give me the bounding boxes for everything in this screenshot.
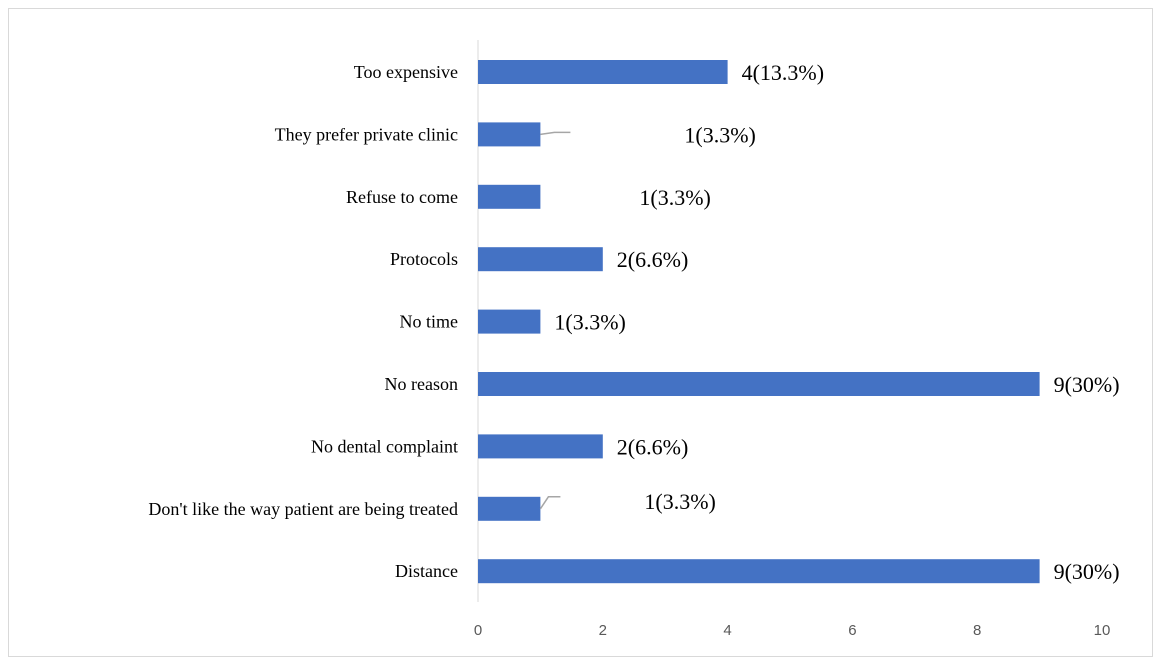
category-label: Distance bbox=[395, 561, 458, 581]
data-label: 1(3.3%) bbox=[554, 310, 625, 335]
data-label: 1(3.3%) bbox=[644, 489, 715, 514]
bar bbox=[478, 309, 541, 334]
data-label: 2(6.6%) bbox=[617, 434, 688, 459]
category-label: They prefer private clinic bbox=[275, 124, 458, 144]
x-tick-label: 10 bbox=[1094, 622, 1111, 639]
leader-line bbox=[540, 131, 571, 136]
bar bbox=[478, 247, 603, 272]
bar bbox=[478, 559, 1040, 584]
x-tick-label: 4 bbox=[723, 622, 731, 639]
category-label: No reason bbox=[385, 374, 458, 394]
chart-frame bbox=[8, 8, 1153, 657]
category-label: Don't like the way patient are being tre… bbox=[148, 499, 458, 519]
x-tick-label: 8 bbox=[973, 622, 981, 639]
category-label: Too expensive bbox=[354, 62, 458, 82]
data-label: 4(13.3%) bbox=[742, 60, 824, 85]
bar bbox=[478, 434, 603, 459]
bar bbox=[478, 372, 1040, 396]
category-label: Protocols bbox=[390, 249, 458, 269]
category-label: Refuse to come bbox=[346, 187, 458, 207]
x-tick-label: 0 bbox=[474, 622, 482, 639]
bar bbox=[478, 122, 541, 147]
category-label: No time bbox=[400, 312, 459, 332]
data-label: 1(3.3%) bbox=[684, 122, 755, 147]
data-label: 9(30%) bbox=[1054, 559, 1120, 584]
bar bbox=[478, 60, 728, 84]
bar bbox=[478, 496, 541, 521]
x-tick-label: 6 bbox=[848, 622, 856, 639]
data-label: 2(6.6%) bbox=[617, 247, 688, 272]
leader-line bbox=[539, 496, 561, 510]
x-tick-label: 2 bbox=[599, 622, 607, 639]
category-label: No dental complaint bbox=[311, 436, 458, 456]
data-label: 9(30%) bbox=[1054, 372, 1120, 397]
bar bbox=[478, 184, 541, 209]
data-label: 1(3.3%) bbox=[639, 185, 710, 210]
